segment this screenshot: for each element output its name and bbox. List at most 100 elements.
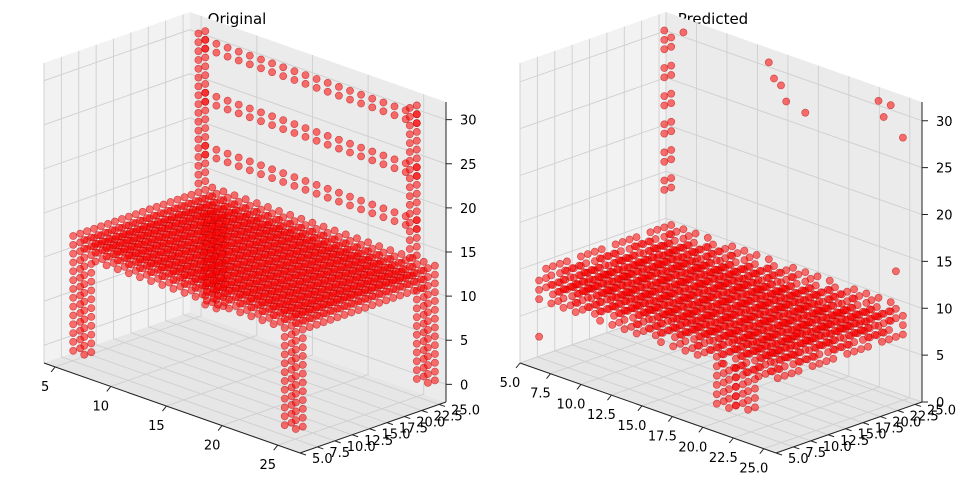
x-tick-label: 22.5 <box>709 451 738 466</box>
scatter-point <box>213 282 222 291</box>
scatter-point <box>276 261 285 269</box>
scatter-point <box>596 307 604 316</box>
scatter-point <box>779 318 787 327</box>
scatter-point <box>212 189 221 198</box>
scatter-point <box>280 403 289 412</box>
scatter-point <box>357 279 366 288</box>
scatter-point <box>423 334 432 343</box>
scatter-point <box>348 267 357 275</box>
scatter-point <box>76 229 85 238</box>
scatter-point <box>282 282 290 291</box>
scatter-point <box>405 174 414 183</box>
scatter-point <box>660 26 669 35</box>
scatter-point <box>291 389 300 398</box>
scatter-point <box>796 295 805 304</box>
scatter-point <box>712 324 721 333</box>
scatter-point <box>298 229 307 238</box>
scatter-point <box>269 224 278 233</box>
scatter-point <box>608 302 617 311</box>
scatter-point <box>188 205 197 214</box>
scatter-point <box>195 242 204 251</box>
scatter-point <box>430 261 439 270</box>
scatter-point <box>144 229 153 238</box>
scatter-point <box>766 367 775 376</box>
scatter-point <box>667 61 676 70</box>
scatter-point <box>280 368 289 377</box>
y-tick-label: 15.0 <box>858 428 887 443</box>
scatter-point <box>667 42 676 51</box>
scatter-point <box>240 219 249 227</box>
scatter-point <box>312 189 321 198</box>
scatter-point <box>732 392 740 401</box>
scatter-point <box>829 345 838 354</box>
scatter-point <box>361 247 370 255</box>
axes-panes <box>520 12 922 453</box>
scatter-point <box>430 270 439 279</box>
scatter-point <box>250 246 258 255</box>
scatter-point <box>216 235 225 244</box>
scatter-point <box>379 107 388 116</box>
scatter-point <box>787 369 796 378</box>
scatter-point <box>234 100 243 109</box>
scatter-point <box>371 274 379 283</box>
scatter-point <box>209 276 218 285</box>
gridline-z <box>519 170 923 262</box>
scatter-point <box>817 288 825 297</box>
scatter-point <box>236 212 244 221</box>
y-tick-mark <box>827 434 835 438</box>
scatter-point <box>382 278 391 287</box>
z-tick-label: 5 <box>460 334 468 349</box>
scatter-point <box>87 348 96 357</box>
scatter-point <box>365 253 374 262</box>
scatter-point <box>383 254 392 263</box>
scatter-point <box>290 181 299 190</box>
scatter-point <box>295 238 304 247</box>
scatter-point <box>667 221 676 229</box>
scatter-point <box>298 334 307 343</box>
scatter-point <box>735 274 744 282</box>
scatter-point <box>681 346 690 355</box>
scatter-point <box>268 165 276 174</box>
scatter-point <box>662 282 671 291</box>
scatter-point <box>667 289 676 298</box>
scatter-point <box>412 357 421 366</box>
y-tick-mark <box>317 446 324 450</box>
scatter-point <box>212 101 221 110</box>
scatter-point <box>698 295 707 304</box>
scatter-point <box>308 296 317 305</box>
scatter-point <box>670 236 679 245</box>
scatter-point <box>864 342 872 351</box>
scatter-point <box>754 372 763 381</box>
x-tick-mark <box>698 426 704 433</box>
scatter-point <box>199 209 208 218</box>
scatter-point <box>245 279 254 288</box>
scatter-point <box>382 296 391 305</box>
scatter-point <box>251 223 260 231</box>
scatter-point <box>80 253 89 262</box>
scatter-point <box>386 246 395 254</box>
scatter-point <box>134 240 143 249</box>
scatter-point <box>124 260 133 269</box>
scatter-point <box>412 163 421 172</box>
scatter-point <box>375 298 384 307</box>
scatter-point <box>768 339 777 348</box>
scatter-point <box>212 48 221 57</box>
scatter-point <box>194 117 203 126</box>
scatter-point <box>777 327 785 336</box>
scatter-point <box>850 319 859 328</box>
scatter-point <box>346 236 354 245</box>
scatter-point <box>663 239 672 248</box>
floor-pane <box>44 312 446 453</box>
scatter-point <box>751 294 759 303</box>
scatter-point <box>683 275 691 284</box>
scatter-point <box>69 302 78 311</box>
scatter-point <box>359 270 368 279</box>
scatter-point <box>648 253 657 262</box>
scatter-point <box>412 110 421 119</box>
scatter-point <box>764 255 773 264</box>
scatter-point <box>780 371 789 380</box>
scatter-point <box>87 330 96 339</box>
scatter-point <box>325 244 333 252</box>
scatter-point <box>597 279 606 288</box>
